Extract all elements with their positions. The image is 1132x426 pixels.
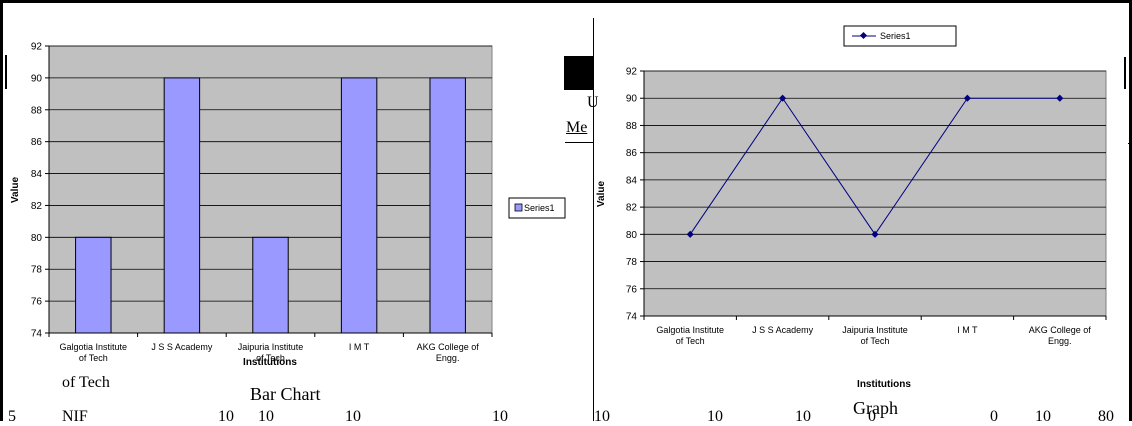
bar-legend-label: Series1	[524, 203, 555, 213]
line-chart-y-tick-label: 78	[626, 257, 638, 268]
bar-chart-x-tick-label: Jaipuria Institute of Tech	[238, 342, 304, 363]
table-cell: 10	[492, 408, 508, 425]
line-point	[871, 230, 879, 238]
bar	[163, 77, 201, 334]
background-word: Me	[566, 119, 588, 136]
line-legend-label: Series1	[880, 31, 911, 41]
bar-chart-y-tick-label: 84	[31, 169, 43, 180]
page-right-border	[1129, 0, 1132, 421]
page-top-border	[0, 0, 1132, 3]
background-letter: U	[587, 94, 599, 112]
line-chart: Series1 74 76 78 80 82 84 86 88 90 92 Galgotia In…	[596, 25, 1107, 390]
bar-chart-y-tick-label: 82	[31, 201, 43, 212]
bar-chart-y-tick-label: 88	[31, 105, 43, 116]
bar-chart-legend: Series1	[508, 197, 566, 219]
background-underline	[565, 142, 593, 143]
line-chart-x-tick-label: AKG College of Engg.	[1029, 325, 1092, 346]
line-chart-x-tick-label: J S S Academy	[752, 325, 814, 335]
line-chart-caption: Graph	[853, 398, 898, 418]
table-cell: 10	[594, 408, 610, 425]
line-chart-y-tick-label: 76	[626, 284, 638, 295]
bar	[340, 77, 378, 334]
line-chart-legend-box	[843, 25, 957, 47]
table-cell: 10	[1035, 408, 1051, 425]
line-chart-y-tick-label: 86	[626, 148, 638, 159]
line-chart-y-tick-label: 88	[626, 121, 638, 132]
bar-chart-y-tick-label: 92	[31, 42, 43, 53]
line-chart-y-tick-label: 82	[626, 203, 638, 214]
bar-legend-swatch	[514, 203, 523, 212]
bar-chart-y-tick-label: 78	[31, 265, 43, 276]
page-left-border	[0, 0, 3, 421]
bar	[252, 236, 289, 334]
table-cell: 0	[868, 408, 876, 425]
table-row-label: NIF	[62, 408, 88, 425]
left-margin-mark	[5, 55, 7, 89]
line-point	[686, 230, 694, 238]
line-chart-y-tick-label: 92	[626, 67, 638, 78]
line-chart-y-tick-label: 90	[626, 94, 638, 105]
bar-chart-y-tick-label: 76	[31, 297, 43, 308]
line-chart-plot-area	[643, 70, 1107, 317]
bar-chart-y-axis-label: Value	[10, 177, 21, 204]
table-row-number: 5	[8, 408, 16, 425]
bar-chart-y-tick-label: 90	[31, 73, 43, 84]
chart-divider	[593, 18, 594, 421]
line-chart-y-tick-label: 80	[626, 230, 638, 241]
right-margin-mark	[1124, 57, 1126, 89]
table-cell: 0	[990, 408, 998, 425]
line-chart-x-axis-label: Institutions	[857, 379, 911, 390]
table-header-fill	[564, 56, 594, 90]
bar-chart-x-axis-label: Institutions	[243, 357, 297, 368]
bar	[75, 236, 112, 334]
table-cell: 10	[218, 408, 234, 425]
background-of-tech: of Tech	[62, 374, 110, 391]
table-cell: 10	[707, 408, 723, 425]
table-cell: 80	[1098, 408, 1114, 425]
bar-chart-x-tick-label: Galgotia Institute of Tech	[60, 342, 128, 363]
table-cell: 10	[795, 408, 811, 425]
bar-chart-y-tick-label: 86	[31, 137, 43, 148]
table-cell: 10	[345, 408, 361, 425]
line-chart-x-tick-label: Galgotia Institute of Tech	[656, 325, 724, 346]
line-chart-y-tick-label: 74	[626, 312, 638, 323]
bar-chart-x-tick-label: J S S Academy	[151, 342, 213, 352]
right-margin-dash	[1128, 143, 1132, 144]
bar-chart-y-tick-label: 80	[31, 233, 43, 244]
line-point	[1056, 94, 1064, 102]
line-chart-x-tick-label: Jaipuria Institute of Tech	[842, 325, 908, 346]
bar-chart: 74 76 78 80 82 84 86 88 90 92 Galgotia Institute o…	[10, 42, 566, 368]
line-chart-y-axis-label: Value	[596, 181, 607, 208]
line-legend-marker	[859, 31, 868, 40]
bar-chart-x-tick-label: AKG College of Engg.	[417, 342, 480, 363]
bar-chart-caption: Bar Chart	[250, 384, 321, 404]
bar-chart-y-tick-label: 74	[31, 329, 43, 340]
bar	[429, 77, 466, 334]
bar-chart-x-tick-label: I M T	[349, 342, 370, 352]
line-chart-x-tick-label: I M T	[957, 325, 978, 335]
line-chart-y-tick-label: 84	[626, 175, 638, 186]
table-cell: 10	[258, 408, 274, 425]
